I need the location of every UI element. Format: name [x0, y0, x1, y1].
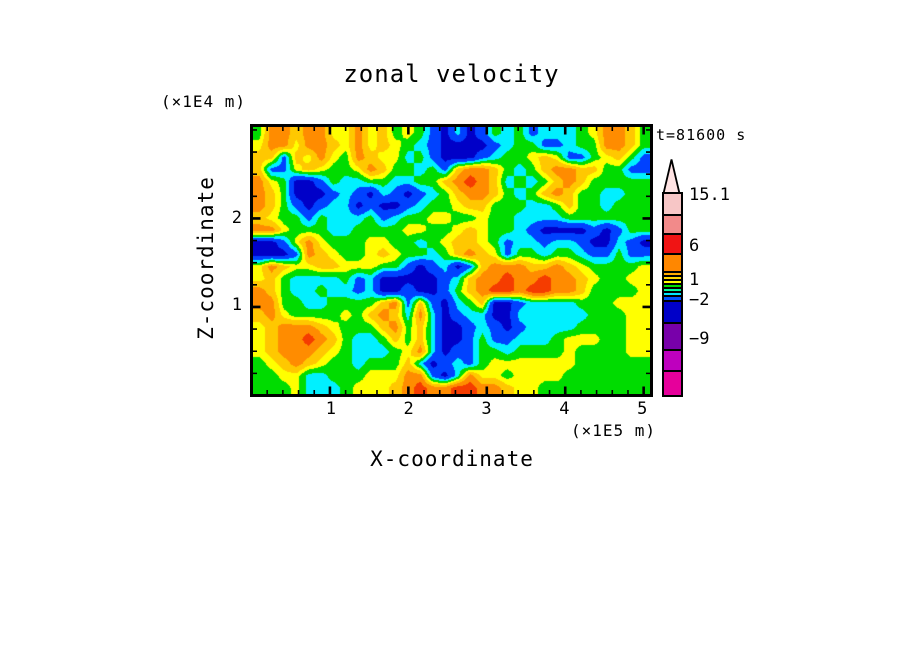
colorbar-segment — [664, 271, 681, 275]
minor-ticks — [251, 125, 652, 396]
colorbar-segment — [664, 370, 681, 395]
x-axis-units-label: (×1E5 m) — [570, 421, 656, 440]
chart-title: zonal velocity — [343, 60, 560, 88]
colorbar-segment — [664, 300, 681, 322]
colorbar-tip-arrow — [662, 159, 681, 195]
x-tick-label: 5 — [637, 399, 648, 419]
colorbar-segment — [664, 283, 681, 287]
z-tick-label: 1 — [231, 295, 242, 316]
x-tick-label: 4 — [559, 399, 570, 419]
major-ticks — [251, 125, 652, 396]
colorbar — [662, 192, 683, 397]
colorbar-segment — [664, 194, 681, 214]
colorbar-segment — [664, 279, 681, 283]
colorbar-level-label: 6 — [689, 236, 700, 256]
colorbar-segment — [664, 291, 681, 295]
colorbar-segment — [664, 214, 681, 233]
colorbar-level-label: −2 — [689, 290, 710, 310]
plot-frame — [250, 124, 653, 397]
colorbar-segment — [664, 287, 681, 291]
colorbar-tip — [662, 159, 681, 195]
x-tick-label: 2 — [403, 399, 414, 419]
z-axis-units-label: (×1E4 m) — [161, 92, 247, 111]
x-axis-title: X-coordinate — [370, 447, 534, 471]
heatmap-field — [253, 127, 650, 394]
plot-border — [250, 124, 653, 397]
colorbar-level-label: 15.1 — [689, 185, 730, 205]
z-axis-title: Z-coordinate — [194, 176, 218, 340]
x-tick-label: 3 — [481, 399, 492, 419]
colorbar-level-label: −9 — [689, 329, 710, 349]
z-tick-label: 2 — [231, 207, 242, 228]
colorbar-segment — [664, 349, 681, 370]
colorbar-segment — [664, 295, 681, 300]
colorbar-segment — [664, 275, 681, 279]
colorbar-segment — [664, 233, 681, 253]
x-tick-label: 1 — [325, 399, 336, 419]
colorbar-segment — [664, 253, 681, 271]
colorbar-segment — [664, 322, 681, 349]
time-annotation: t=81600 s — [656, 126, 747, 144]
colorbar-level-label: 1 — [689, 270, 700, 290]
